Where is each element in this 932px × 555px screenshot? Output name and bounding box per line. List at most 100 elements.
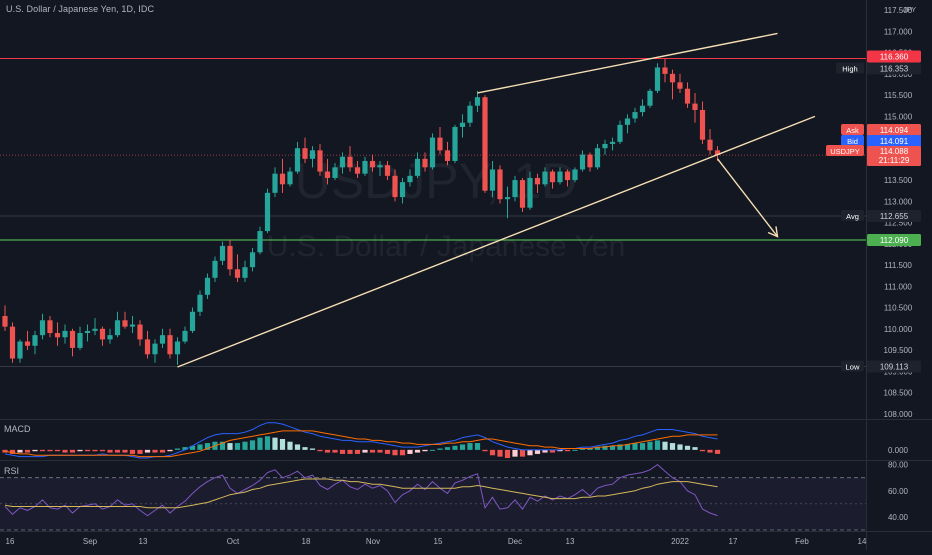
symbol-title: U.S. Dollar / Japanese Yen, 1D, IDC [6,4,155,14]
rsi-tick-label: 60.00 [888,487,909,496]
support-price-tag: 112.090 [880,236,909,245]
candle [39,320,46,336]
macd-histogram-bar [474,443,481,450]
macd-histogram-bar [639,443,646,450]
high-price-tag-box [867,62,921,75]
time-tick-label: 13 [566,537,575,546]
candle [707,139,713,151]
rsi-tick-label: 80.00 [888,461,909,470]
time-tick-label: Oct [227,537,240,546]
macd-histogram-bar [497,449,503,457]
projection-arrow [716,158,779,238]
candle [602,143,608,149]
avg-price-tag: 112.655 [880,212,909,221]
candle [384,165,391,176]
candle [332,167,338,178]
time-tick-label: 17 [729,537,738,546]
macd-histogram-bar [242,441,248,450]
candle [302,148,308,159]
macd-histogram-bar [114,449,121,453]
candle [219,245,226,261]
last-price-tag-box [867,146,921,166]
macd-histogram-bar [684,445,691,450]
macd-histogram-bar [219,441,226,450]
macd-histogram-bar [272,437,278,450]
price-tick-label: 117.500 [884,6,913,15]
upper-trendline [477,32,778,94]
candle [129,324,136,327]
candle [534,177,541,185]
candle [504,197,511,200]
time-tick-label: 18 [302,537,311,546]
macd-histogram-bar [489,449,496,456]
candle [317,150,323,172]
candle [684,88,691,104]
bid-price-tag-box [867,135,921,147]
candle [377,165,383,168]
rsi-ma-line [4,478,718,509]
candle [572,169,578,181]
macd-histogram-bar [309,448,316,450]
candle [309,150,316,159]
candle [497,169,503,200]
candle [189,311,196,331]
macd-histogram-bar [122,449,128,453]
candle [144,339,151,355]
candle [167,335,173,355]
candle [32,335,38,346]
rsi-tick-label: 40.00 [888,513,909,522]
candle [84,330,91,334]
macd-histogram-bar [204,443,211,450]
macd-histogram-bar [159,449,166,453]
macd-histogram-bar [47,449,53,452]
candle [594,148,601,168]
macd-histogram-bar [77,449,83,452]
support-price-tag-box [867,233,921,246]
macd-histogram-bar [264,436,271,450]
macd-line [4,422,718,459]
price-tick-label: 113.000 [884,197,913,206]
candle [392,175,398,198]
macd-histogram-bar [542,449,548,453]
candle [527,177,533,208]
resistance-price-tag: 116.360 [880,53,909,62]
macd-histogram-bar [444,447,451,450]
candle [279,173,286,185]
price-tick-label: 111.000 [884,282,912,291]
macd-histogram-bar [692,447,698,450]
macd-histogram-bar [579,448,586,450]
candle [182,330,188,342]
macd-histogram-bar [92,449,98,452]
rsi-line [4,463,718,517]
macd-histogram-bar [699,449,706,452]
price-tick-label: 113.500 [884,176,913,185]
macd-histogram-bar [459,444,466,450]
last-tag-label-box [826,145,864,156]
macd-histogram-bar [294,444,301,450]
time-tick-label: Sep [83,537,98,546]
low-tag-label: Low [846,362,860,371]
candle [107,335,113,340]
macd-histogram-bar [534,449,541,454]
high-tag-label-box [836,62,864,74]
price-tick-label: 108.000 [884,410,913,419]
candle [92,328,98,331]
candle [654,67,661,91]
macd-histogram-bar [144,449,151,453]
candle [99,328,106,340]
macd-histogram-bar [512,449,518,457]
candle [444,150,451,161]
candle [287,171,293,185]
macd-histogram-bar [654,440,661,450]
candle [249,252,256,268]
macd-histogram-bar [152,449,158,453]
macd-pane-label: MACD [4,424,31,434]
time-tick-label: Nov [366,537,380,546]
candle [122,320,128,327]
macd-histogram-bar [504,449,511,458]
candle [617,124,623,142]
macd-histogram-bar [624,444,631,450]
price-tick-label: 111.500 [884,261,912,270]
